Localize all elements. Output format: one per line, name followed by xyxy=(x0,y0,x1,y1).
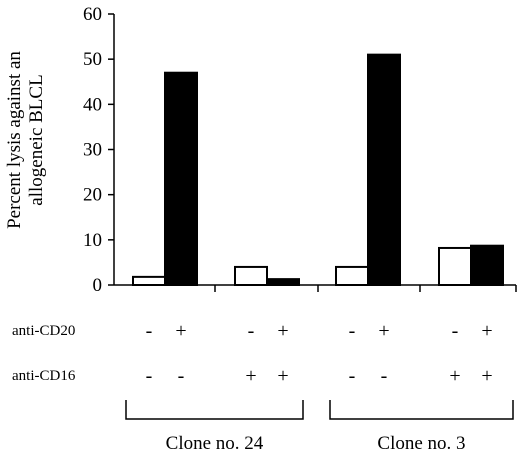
y-axis-title-line: Percent lysis against an xyxy=(4,51,25,229)
row-label-anti-cd20: anti-CD20 xyxy=(12,323,75,339)
condition-sign: - xyxy=(146,365,153,387)
y-tick-label: 40 xyxy=(83,94,102,115)
y-axis-title: Percent lysis against anallogeneic BLCL xyxy=(4,51,47,229)
row-label-anti-cd16: anti-CD16 xyxy=(12,368,76,384)
condition-sign: - xyxy=(381,365,388,387)
y-axis: 0 10 20 30 40 50 60 xyxy=(83,4,115,296)
bar xyxy=(367,53,401,287)
x-axis xyxy=(114,284,517,292)
y-tick-label: 60 xyxy=(83,4,102,25)
condition-sign: + xyxy=(481,365,492,387)
condition-sign: - xyxy=(178,365,185,387)
group-label: Clone no. 3 xyxy=(377,433,465,454)
y-tick-label: 10 xyxy=(83,230,102,251)
condition-sign: + xyxy=(277,320,288,342)
condition-sign: + xyxy=(481,320,492,342)
group-bracket xyxy=(125,400,304,420)
y-axis-label: Percent lysis against anallogeneic BLCL xyxy=(4,51,47,229)
condition-sign: - xyxy=(248,320,255,342)
condition-sign: + xyxy=(378,320,389,342)
condition-sign: + xyxy=(449,365,460,387)
group-bracket xyxy=(329,400,514,420)
bar xyxy=(335,265,369,286)
bars xyxy=(132,53,504,287)
bar xyxy=(470,244,504,286)
clone-groups: Clone no. 24 Clone no. 3 xyxy=(125,400,514,454)
condition-sign: - xyxy=(146,320,153,342)
bar xyxy=(266,278,300,286)
y-tick-label: 30 xyxy=(83,140,102,161)
condition-sign: + xyxy=(175,320,186,342)
condition-sign: - xyxy=(452,320,459,342)
y-tick-label: 50 xyxy=(83,49,102,70)
condition-sign: - xyxy=(349,320,356,342)
bar xyxy=(132,275,166,286)
condition-sign: - xyxy=(349,365,356,387)
y-axis-title-line: allogeneic BLCL xyxy=(26,74,47,205)
group-label: Clone no. 24 xyxy=(166,433,264,454)
bar xyxy=(234,265,268,286)
y-tick-label: 0 xyxy=(93,275,103,296)
condition-sign: + xyxy=(277,365,288,387)
y-tick-label: 20 xyxy=(83,185,102,206)
bar xyxy=(164,71,198,287)
bar xyxy=(438,246,472,286)
condition-sign: + xyxy=(245,365,256,387)
condition-rows: anti-CD20- + - + - + - +anti-CD16- - + + - - + + xyxy=(12,320,493,387)
